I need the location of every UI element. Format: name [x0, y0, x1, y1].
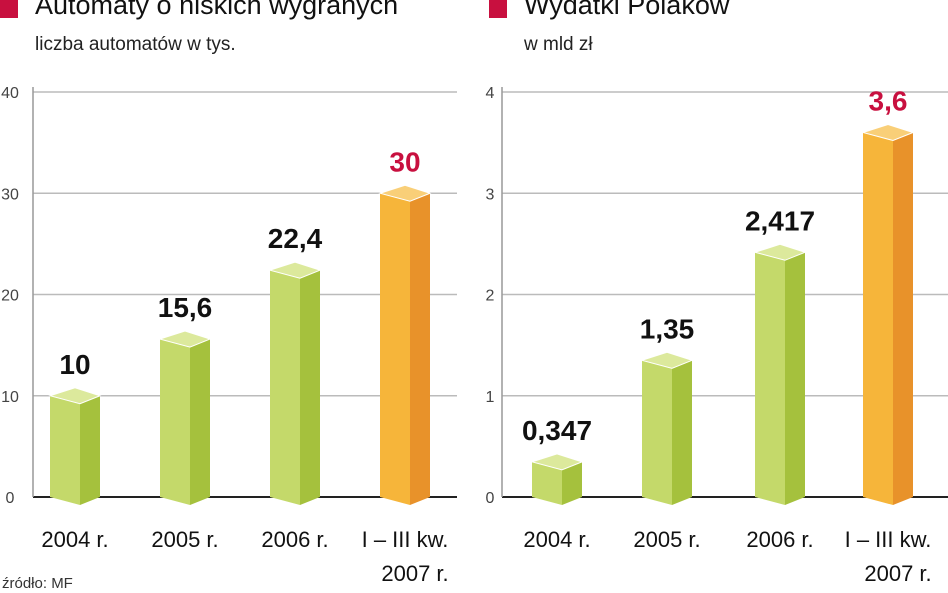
bar-side	[672, 360, 692, 505]
bar-top	[268, 261, 322, 279]
bar-side	[410, 193, 430, 505]
bar-front	[755, 252, 785, 505]
y-tick-label: 0	[6, 490, 15, 507]
y-tick-label: 2	[486, 288, 495, 305]
data-label: 1,35	[640, 313, 695, 344]
data-label: 22,4	[268, 223, 323, 254]
bar-front	[532, 461, 562, 505]
bar-side	[562, 461, 582, 505]
data-label: 10	[59, 349, 90, 380]
y-tick-label: 1	[486, 389, 495, 406]
chart-subtitle-right: w mld zł	[523, 34, 593, 55]
bar-side	[80, 395, 100, 505]
title-marker-right	[489, 0, 507, 18]
y-tick-label: 40	[1, 85, 19, 102]
source-note: źródło: MF	[2, 575, 73, 592]
x-tick-label: 2005 r.	[633, 527, 700, 552]
bar-front	[863, 132, 893, 505]
x-tick-label: 2007 r.	[381, 561, 448, 586]
x-tick-label: I – III kw.	[845, 527, 932, 552]
bar-side	[785, 252, 805, 505]
bar-front	[380, 193, 410, 505]
y-tick-label: 0	[486, 490, 495, 507]
bar-side	[300, 270, 320, 505]
bar-top	[640, 351, 694, 369]
y-tick-label: 10	[1, 389, 19, 406]
x-tick-label: 2005 r.	[151, 527, 218, 552]
bar-front	[642, 360, 672, 505]
y-tick-label: 3	[486, 186, 495, 203]
bar-front	[270, 270, 300, 505]
data-label: 0,347	[522, 415, 592, 446]
bar-top	[158, 330, 212, 348]
chart-subtitle-left: liczba automatów w tys.	[35, 34, 236, 55]
chart-title-left: Automaty o niskich wygranych	[35, 0, 398, 20]
data-label: 3,6	[869, 86, 908, 117]
x-tick-label: 2004 r.	[523, 527, 590, 552]
bar-top	[378, 184, 432, 202]
bar-side	[893, 132, 913, 505]
bar-top	[48, 387, 102, 405]
x-tick-label: 2004 r.	[41, 527, 108, 552]
data-label: 30	[389, 146, 420, 177]
title-marker-left	[0, 0, 18, 18]
y-tick-label: 4	[486, 85, 495, 102]
x-tick-label: I – III kw.	[362, 527, 449, 552]
y-tick-label: 30	[1, 186, 19, 203]
bar-top	[753, 243, 807, 261]
data-label: 2,417	[745, 205, 815, 236]
x-tick-label: 2006 r.	[261, 527, 328, 552]
y-tick-label: 20	[1, 288, 19, 305]
bar-top	[530, 453, 584, 471]
bar-side	[190, 339, 210, 505]
bar-front	[160, 339, 190, 505]
bar-front	[50, 395, 80, 505]
data-label: 15,6	[158, 292, 213, 323]
bar-top	[861, 123, 915, 142]
x-tick-label: 2007 r.	[864, 561, 931, 586]
chart-title-right: Wydatki Polaków	[524, 0, 730, 20]
x-tick-label: 2006 r.	[746, 527, 813, 552]
